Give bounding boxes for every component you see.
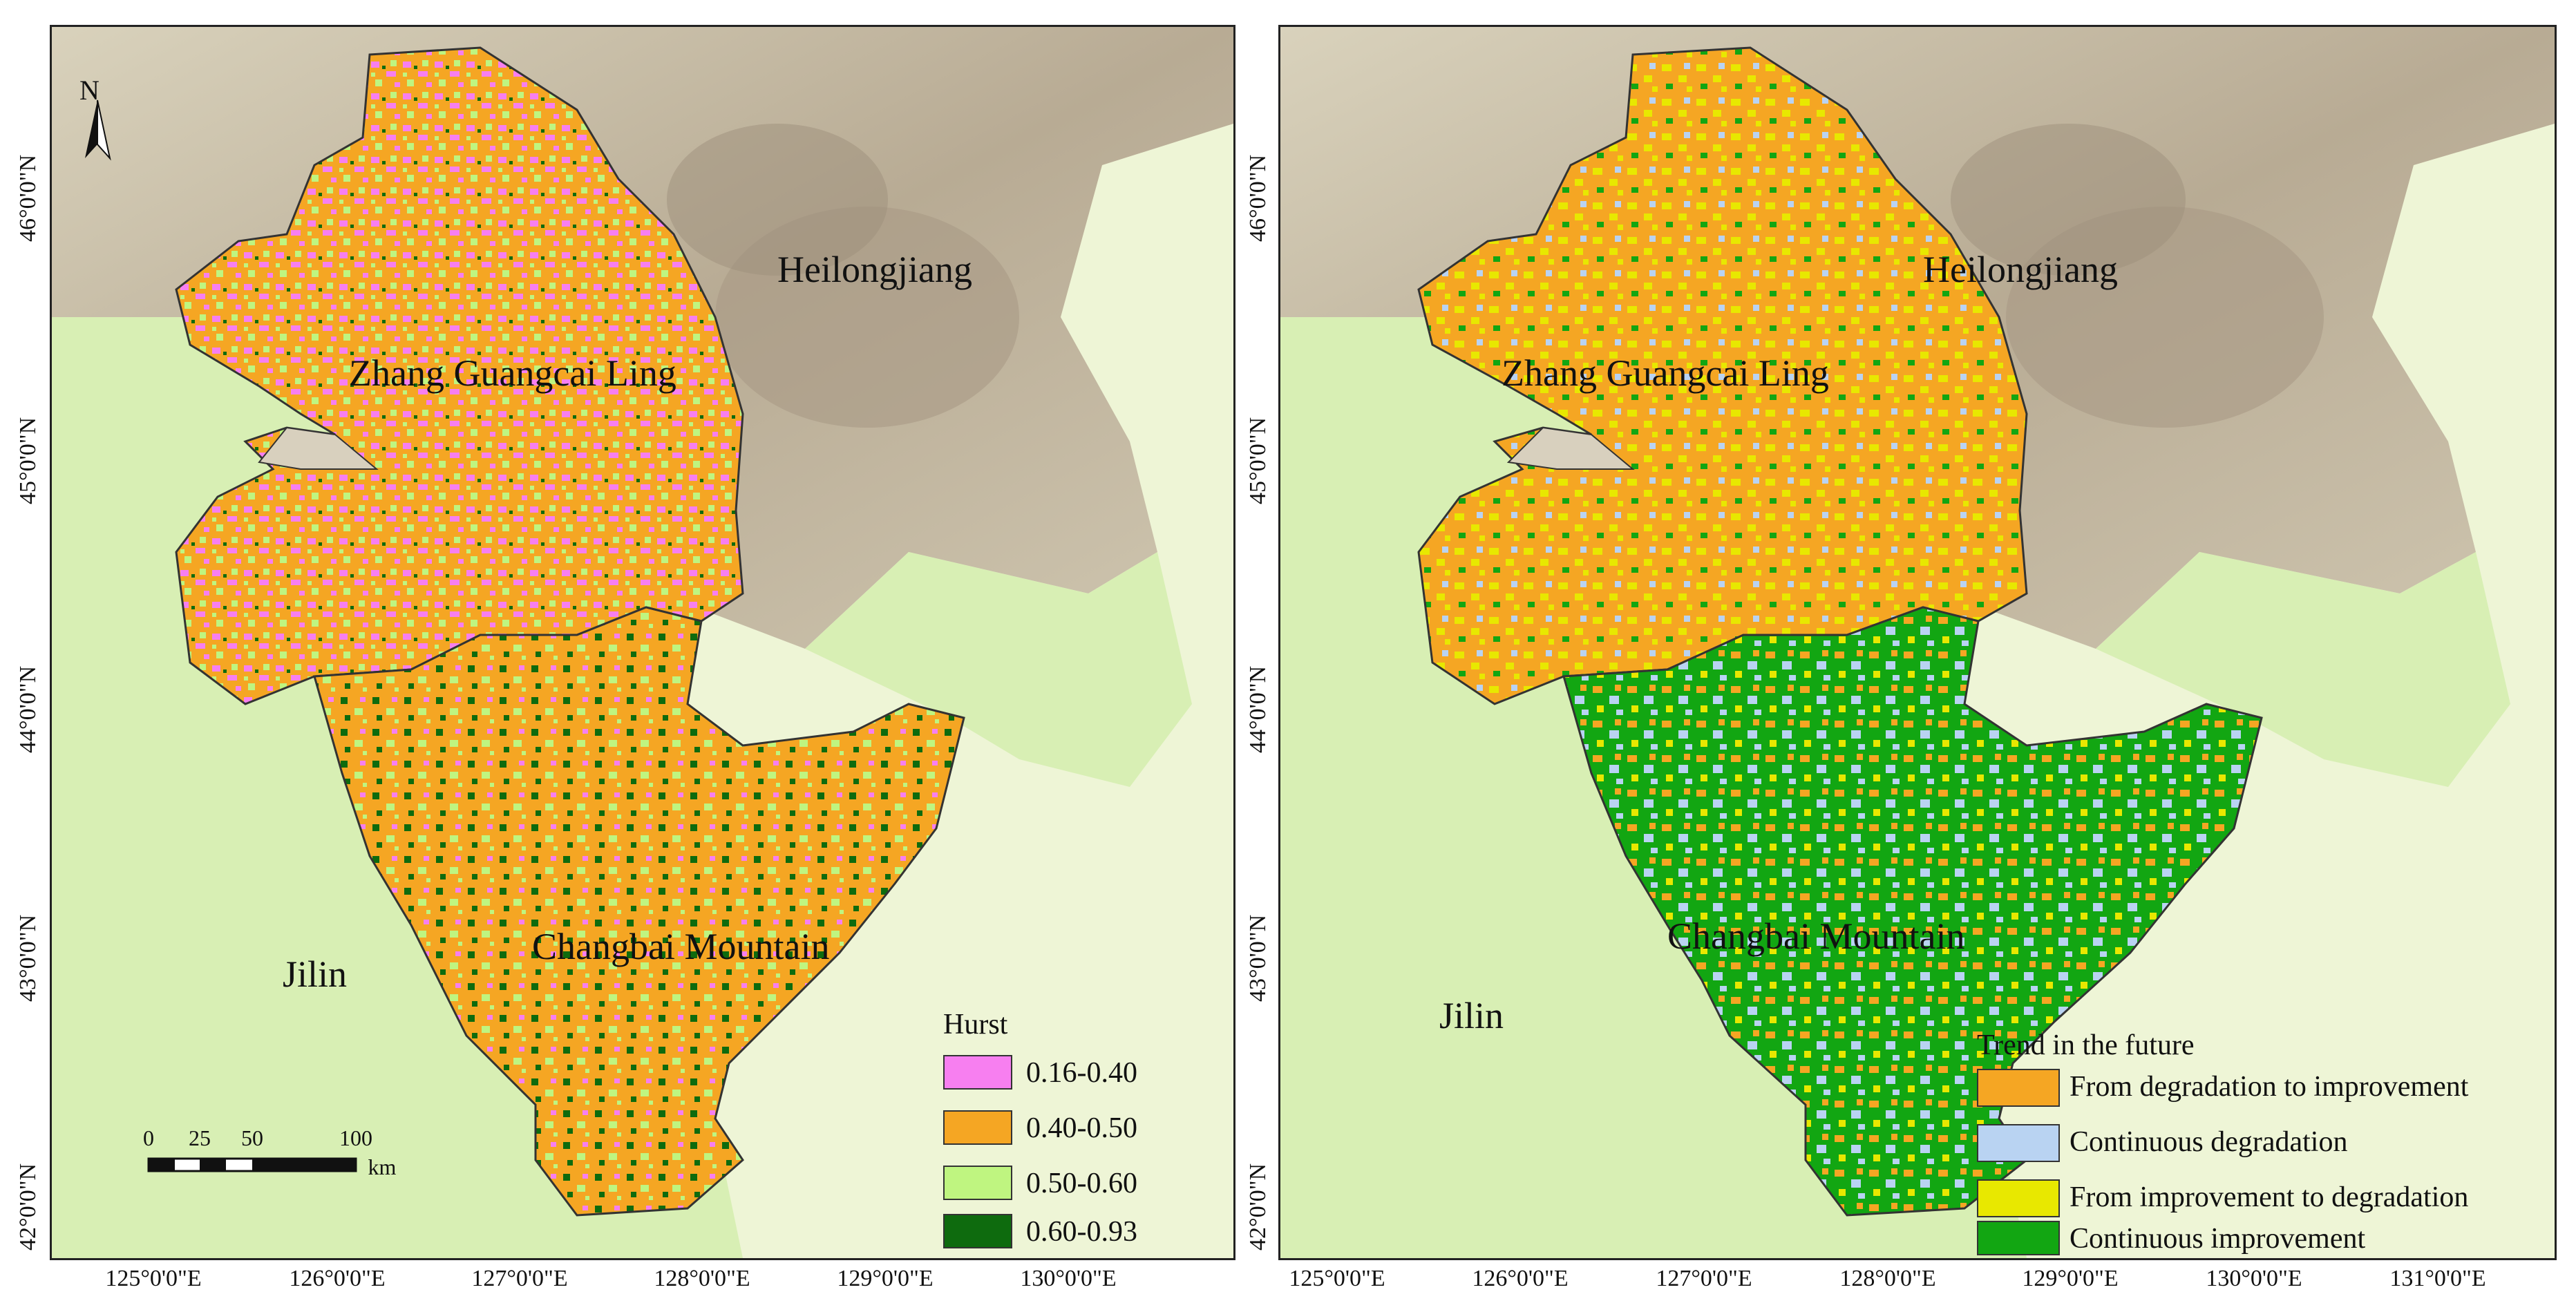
x-tick-label: 131°0'0"E bbox=[2389, 1266, 2486, 1291]
legend-item-2: 0.50-0.60 bbox=[1026, 1168, 1137, 1199]
y-tick-label: 42°0'0"N bbox=[15, 1163, 41, 1251]
x-tick-label: 128°0'0"E bbox=[654, 1266, 750, 1291]
legend-swatch-2 bbox=[1977, 1179, 2060, 1217]
excluded-notch bbox=[258, 426, 379, 470]
region-label-changbai-mountain: Changbai Mountain bbox=[532, 926, 830, 967]
legend-item-0: From degradation to improvement bbox=[2070, 1071, 2469, 1103]
scale-bar bbox=[147, 1157, 357, 1172]
legend-swatch-1 bbox=[1977, 1124, 2060, 1162]
excluded-notch bbox=[1506, 426, 1635, 470]
hurst-map-canvas bbox=[52, 27, 1233, 1258]
study-area-north bbox=[175, 46, 744, 705]
legend-item-3: Continuous improvement bbox=[2070, 1223, 2366, 1255]
y-tick-label: 44°0'0"N bbox=[15, 665, 41, 753]
relief-shade bbox=[667, 124, 888, 276]
legend-swatch-1 bbox=[943, 1110, 1012, 1145]
scale-label: 100 bbox=[339, 1125, 372, 1150]
x-tick-label: 129°0'0"E bbox=[2022, 1266, 2119, 1291]
x-tick-label: 127°0'0"E bbox=[1656, 1266, 1752, 1291]
region-label-jilin: Jilin bbox=[1439, 995, 1504, 1036]
y-tick-label: 45°0'0"N bbox=[1245, 417, 1271, 504]
legend-title: Hurst bbox=[943, 1009, 1008, 1040]
trend-map-canvas bbox=[1280, 27, 2555, 1258]
y-tick-label: 43°0'0"N bbox=[1245, 914, 1271, 1002]
scale-label: 50 bbox=[241, 1125, 263, 1150]
y-tick-label: 44°0'0"N bbox=[1245, 665, 1271, 753]
legend-swatch-0 bbox=[1977, 1069, 2060, 1107]
region-label-zhang-guangcai-ling: Zhang Guangcai Ling bbox=[1502, 352, 1829, 394]
relief-shade bbox=[1951, 124, 2186, 276]
x-tick-label: 125°0'0"E bbox=[105, 1266, 202, 1291]
legend-item-3: 0.60-0.93 bbox=[1026, 1216, 1137, 1248]
legend-item-1: Continuous degradation bbox=[2070, 1126, 2348, 1158]
study-area-south bbox=[1562, 606, 2263, 1217]
y-tick-label: 46°0'0"N bbox=[15, 154, 41, 242]
legend-swatch-3 bbox=[1977, 1221, 2060, 1255]
legend-title: Trend in the future bbox=[1977, 1029, 2195, 1061]
x-tick-label: 130°0'0"E bbox=[1020, 1266, 1117, 1291]
east-plain bbox=[2096, 552, 2510, 787]
scale-label: 25 bbox=[189, 1125, 211, 1150]
x-tick-label: 126°0'0"E bbox=[1472, 1266, 1569, 1291]
y-tick-label: 45°0'0"N bbox=[15, 417, 41, 504]
region-label-heilongjiang: Heilongjiang bbox=[1923, 249, 2118, 290]
scale-unit: km bbox=[368, 1154, 397, 1179]
y-tick-label: 42°0'0"N bbox=[1245, 1163, 1271, 1251]
x-tick-label: 128°0'0"E bbox=[1839, 1266, 1936, 1291]
x-tick-label: 127°0'0"E bbox=[471, 1266, 568, 1291]
east-plain bbox=[805, 552, 1192, 787]
study-area-north bbox=[1417, 46, 2028, 705]
x-tick-label: 129°0'0"E bbox=[837, 1266, 934, 1291]
legend-item-0: 0.16-0.40 bbox=[1026, 1057, 1137, 1089]
region-label-heilongjiang: Heilongjiang bbox=[777, 249, 972, 290]
trend-map-panel: Heilongjiang Zhang Guangcai Ling Changba… bbox=[1278, 25, 2557, 1260]
x-tick-label: 125°0'0"E bbox=[1289, 1266, 1385, 1291]
legend-item-2: From improvement to degradation bbox=[2070, 1181, 2469, 1213]
legend-item-1: 0.40-0.50 bbox=[1026, 1112, 1137, 1144]
north-arrow-label: N bbox=[79, 75, 100, 106]
legend-swatch-0 bbox=[943, 1055, 1012, 1090]
region-label-changbai-mountain: Changbai Mountain bbox=[1667, 915, 1965, 957]
hurst-map-panel: N Heilongjiang Zhang Guangcai Ling Chang… bbox=[50, 25, 1235, 1260]
study-area-south bbox=[313, 606, 965, 1217]
region-label-jilin: Jilin bbox=[283, 953, 348, 995]
x-tick-label: 126°0'0"E bbox=[289, 1266, 386, 1291]
scale-label: 0 bbox=[143, 1125, 154, 1150]
region-label-zhang-guangcai-ling: Zhang Guangcai Ling bbox=[349, 352, 676, 394]
y-tick-label: 46°0'0"N bbox=[1245, 154, 1271, 242]
y-tick-label: 43°0'0"N bbox=[15, 914, 41, 1002]
x-tick-label: 130°0'0"E bbox=[2206, 1266, 2302, 1291]
legend-swatch-2 bbox=[943, 1166, 1012, 1200]
north-arrow-icon bbox=[85, 99, 111, 161]
legend-swatch-3 bbox=[943, 1214, 1012, 1248]
